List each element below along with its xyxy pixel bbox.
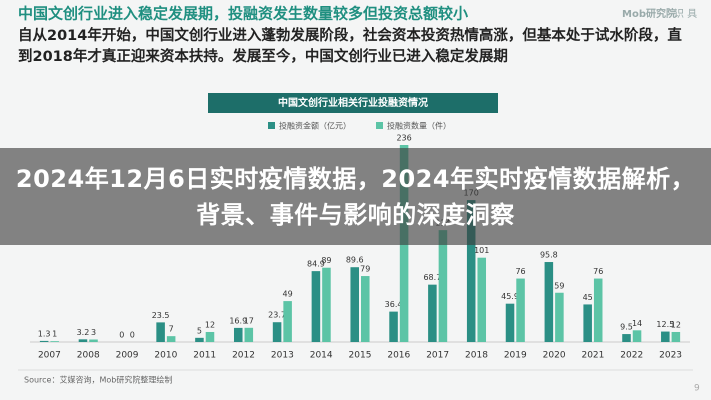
bar bbox=[361, 276, 370, 342]
bar bbox=[166, 336, 176, 342]
value-label: 236 bbox=[396, 134, 411, 143]
value-label: 45.9 bbox=[501, 292, 519, 301]
bar bbox=[233, 327, 243, 342]
value-label: 84.9 bbox=[307, 260, 325, 269]
bar bbox=[516, 278, 525, 342]
x-tick-label: 2023 bbox=[659, 351, 682, 361]
bar bbox=[505, 303, 515, 342]
value-label: 0 bbox=[119, 331, 124, 340]
bar bbox=[389, 311, 398, 342]
value-label: 1 bbox=[52, 330, 57, 339]
x-tick-label: 2012 bbox=[232, 351, 255, 361]
value-label: 16.9 bbox=[229, 316, 247, 325]
logo: Mob研究院 bbox=[622, 7, 676, 20]
logo: 识 具 bbox=[674, 8, 697, 20]
legend-label: 投融资数量（件） bbox=[387, 121, 451, 131]
value-label: 12 bbox=[671, 320, 681, 329]
x-tick-label: 2014 bbox=[310, 351, 333, 361]
overlay-title: 2024年12月6日实时疫情数据，2024年实时疫情数据解析，背景、事件与影响的… bbox=[15, 164, 696, 229]
bar bbox=[622, 334, 631, 342]
bar bbox=[195, 337, 204, 342]
bar bbox=[438, 230, 448, 342]
value-label: 59 bbox=[554, 281, 564, 290]
x-tick-label: 2010 bbox=[154, 351, 177, 361]
value-label: 0 bbox=[130, 331, 135, 340]
value-label: 36.4 bbox=[385, 300, 403, 309]
x-tick-label: 2007 bbox=[38, 351, 61, 361]
bar bbox=[671, 331, 681, 342]
value-label: 3.2 bbox=[77, 328, 90, 337]
value-label: 89.6 bbox=[346, 256, 364, 265]
header-text: 自从2014年开始，中国文创行业进入蓬勃发展阶段，社会资本投资热情高涨，但基本处… bbox=[18, 28, 682, 65]
chart-title-bg bbox=[208, 93, 498, 113]
x-tick-label: 2008 bbox=[77, 351, 100, 361]
x-tick-label: 2009 bbox=[116, 351, 139, 361]
bar bbox=[350, 267, 359, 342]
value-label: 76 bbox=[515, 267, 525, 276]
x-tick-label: 2021 bbox=[581, 351, 604, 361]
bar bbox=[78, 339, 88, 342]
bar bbox=[39, 340, 49, 342]
value-label: 45 bbox=[583, 293, 593, 302]
value-label: 23.5 bbox=[152, 311, 170, 320]
x-tick-label: 2020 bbox=[543, 351, 566, 361]
x-tick-label: 2015 bbox=[349, 351, 372, 361]
bar bbox=[205, 331, 215, 342]
value-label: 12.5 bbox=[656, 320, 674, 329]
value-label: 23.7 bbox=[268, 311, 286, 320]
value-label: 5 bbox=[197, 326, 202, 335]
x-tick-label: 2019 bbox=[504, 351, 527, 361]
value-label: 95.8 bbox=[540, 251, 558, 260]
bar bbox=[477, 257, 487, 342]
bar bbox=[50, 341, 59, 342]
bar bbox=[544, 262, 554, 342]
bar bbox=[555, 292, 564, 342]
x-tick-label: 2013 bbox=[271, 351, 294, 361]
bar bbox=[283, 301, 292, 342]
bar bbox=[311, 271, 321, 342]
x-tick-label: 2018 bbox=[465, 351, 488, 361]
page-number: 9 bbox=[694, 384, 700, 394]
header-text-box: 自从2014年开始，中国文创行业进入蓬勃发展阶段，社会资本投资热情高涨，但基本处… bbox=[18, 28, 682, 65]
source: Source：艾媒咨询，Mob研究院整理绘制 bbox=[24, 375, 172, 385]
legend-label: 投融资金额（亿元） bbox=[279, 121, 351, 131]
value-label: 3 bbox=[91, 328, 96, 337]
bar bbox=[156, 322, 165, 342]
legend-swatch bbox=[376, 122, 383, 129]
legend-swatch bbox=[268, 122, 275, 129]
value-label: 9.5 bbox=[620, 323, 633, 332]
bar bbox=[89, 339, 98, 342]
header-title: 中国文创行业进入稳定发展期，投融资发生数量较多但投资总额较小 bbox=[18, 5, 468, 23]
overlay: 2024年12月6日实时疫情数据，2024年实时疫情数据解析，背景、事件与影响的… bbox=[0, 148, 711, 245]
value-label: 79 bbox=[360, 265, 370, 274]
x-tick-label: 2011 bbox=[193, 351, 216, 361]
value-label: 101 bbox=[474, 246, 489, 255]
value-label: 49 bbox=[283, 290, 293, 299]
bar bbox=[661, 331, 670, 342]
x-tick-label: 2022 bbox=[620, 351, 643, 361]
bar bbox=[272, 322, 282, 342]
bar bbox=[632, 330, 642, 342]
value-label: 89 bbox=[321, 256, 331, 265]
x-tick-label: 2017 bbox=[426, 351, 449, 361]
x-tick-label: 2016 bbox=[387, 351, 410, 361]
chart-title: 中国文创行业相关行业投融资情况 bbox=[278, 96, 428, 109]
value-label: 76 bbox=[593, 267, 603, 276]
value-label: 7 bbox=[169, 325, 174, 334]
bar bbox=[244, 327, 254, 342]
bar bbox=[322, 267, 331, 342]
value-label: 12 bbox=[205, 320, 215, 329]
bar bbox=[428, 284, 437, 342]
value-label: 17 bbox=[244, 316, 254, 325]
bar bbox=[466, 200, 476, 342]
value-label: 68.7 bbox=[423, 273, 441, 282]
bar bbox=[583, 304, 592, 342]
bar bbox=[593, 278, 603, 342]
value-label: 1.3 bbox=[38, 329, 51, 338]
value-label: 14 bbox=[632, 319, 642, 328]
